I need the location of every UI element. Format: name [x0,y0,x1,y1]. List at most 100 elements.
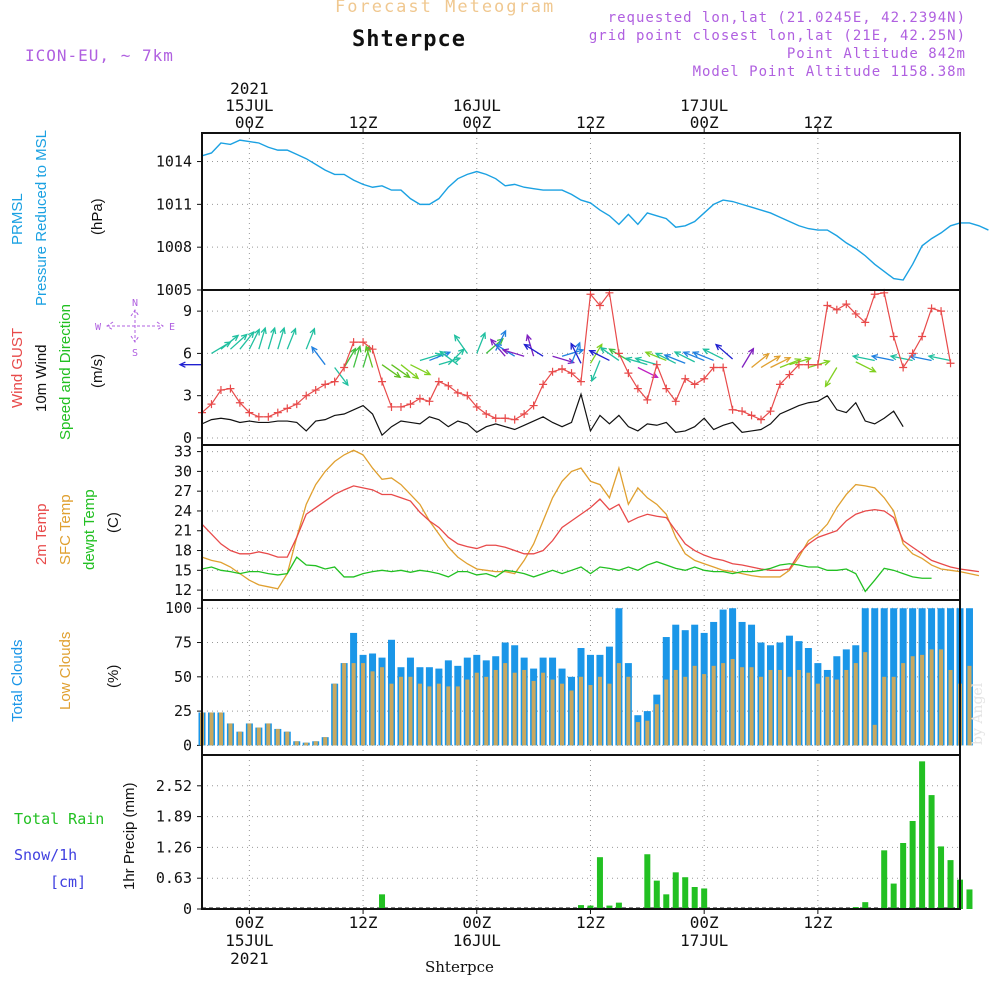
low-clouds-bar [380,667,385,746]
gust-marker [311,386,320,395]
y-tick-label: 2.52 [156,777,192,795]
low-clouds-bar [777,669,782,746]
wind-arrow-shaft [561,349,584,357]
low-clouds-bar [825,676,830,746]
point-altitude: Point Altitude 842m [786,46,966,62]
gust-marker [529,401,538,410]
wind-arrow-head [634,356,642,363]
gust-marker [321,380,330,389]
wind-arrow-head [480,331,487,340]
gust-marker [861,318,870,327]
y-tick-label: 30 [174,462,192,480]
gust-marker [832,305,841,314]
wind-arrow-head [355,344,362,353]
y-tick-label: 0 [183,736,192,754]
wind-arrow-shaft [343,348,357,368]
low-clouds-bar [512,672,517,746]
gust-marker [937,307,946,316]
gust-marker [946,359,955,368]
wind-arrow [590,360,601,383]
wind-arrow-head [453,334,461,342]
gust-marker [728,405,737,414]
compass-s: S [132,348,138,359]
low-clouds-bar [815,683,820,746]
gust-marker [766,407,775,416]
rain-bar [919,761,926,909]
faint-title: Forecast Meteogram [335,0,556,17]
wind-arrow-head [574,341,581,349]
gust-marker [738,407,747,416]
low-clouds-bar [370,671,375,746]
y-tick-label: 1005 [156,281,192,299]
wind-arrow [673,351,695,363]
panel-frame [201,132,961,291]
wind-arrow-shaft [381,364,401,378]
wind-arrow-head [588,349,596,356]
wind-speed-line [201,392,904,437]
wind-arrow [770,356,792,369]
wind-unit: (m/s) [89,353,106,388]
time-label-top: 12Z [803,113,832,132]
wind-arrow-head [311,345,318,354]
wind-arrow-head [178,361,186,368]
wind-arrow-head [494,343,503,350]
wind-arrow [851,354,875,362]
gust-marker [453,388,462,397]
gust-marker [671,397,680,406]
time-label-bottom: 00Z [462,913,491,932]
gust-marker [501,414,510,423]
wind-arrow-head [424,369,432,376]
gust-marker [245,408,254,417]
low-clouds-bar [673,669,678,746]
gust-marker [254,412,263,421]
gust-marker [558,364,567,373]
station-title: Shterpce [352,27,466,52]
wind-arrow-shaft [334,367,349,386]
gust-marker [681,374,690,383]
wind-arrow-head [870,354,879,361]
watermark: by Angel [970,682,986,745]
low-clouds-bar [711,665,716,746]
time-label-bottom: 12Z [349,913,378,932]
low-clouds-bar [702,674,707,746]
gust-marker [491,414,500,423]
wind-arrow-shaft [741,348,754,368]
wind-arrow-shaft [683,351,705,362]
y-tick-label: 15 [174,561,192,579]
low-clouds-bar [560,683,565,746]
low-clouds-bar [332,683,337,746]
low-clouds-bar [304,742,309,746]
rain-bar [862,902,869,909]
y-tick-label: 0 [183,429,192,447]
wind-arrow-shaft [391,364,410,378]
gust-marker [775,380,784,389]
low-clouds-bar [474,672,479,746]
low-clouds-bar [692,665,697,746]
low-clouds-bar [209,712,214,746]
wind-arrow-head [439,350,447,358]
time-label-bottom: 00Z [690,913,719,932]
rain-bar [644,854,651,909]
dewpt-label: dewpt Temp [81,489,98,570]
wind-arrow-head [908,354,916,361]
temp-2m-line [201,485,980,573]
low-clouds-bar [237,731,242,746]
gust-marker [690,380,699,389]
y-tick-label: 33 [174,443,192,461]
snow-legend: Snow/1h [14,846,78,864]
time-label-top: 00Z [462,113,491,132]
pressure-line [201,139,989,281]
gust-marker [378,377,387,386]
wind-arrow-head [489,338,497,346]
wind-arrow [624,356,648,366]
low-clouds-bar [645,720,650,746]
low-clouds-bar [796,669,801,746]
wind-arrow-head [501,348,510,355]
wind-arrow-shaft [352,346,361,368]
total-clouds-bar [871,608,879,746]
gust-marker [396,402,405,411]
gust-marker [548,367,557,376]
wind-arrow [178,361,202,368]
low-clouds-bar [408,676,413,746]
